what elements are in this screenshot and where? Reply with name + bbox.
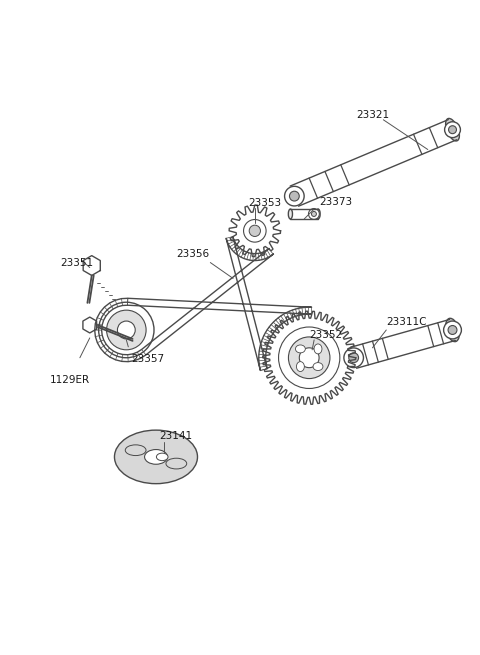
Ellipse shape [296, 345, 305, 353]
Text: 23357: 23357 [131, 354, 164, 364]
Text: 1129ER: 1129ER [50, 375, 90, 384]
Circle shape [99, 302, 154, 358]
Ellipse shape [316, 209, 320, 219]
Text: 23311C: 23311C [386, 317, 427, 327]
Circle shape [289, 191, 299, 201]
Circle shape [448, 326, 457, 335]
Ellipse shape [446, 318, 459, 342]
Ellipse shape [114, 430, 197, 483]
Circle shape [312, 212, 316, 216]
Ellipse shape [445, 119, 459, 141]
Circle shape [300, 348, 319, 367]
Circle shape [249, 225, 261, 236]
Text: 23351: 23351 [60, 257, 93, 268]
Ellipse shape [125, 445, 146, 456]
Text: 23321: 23321 [357, 110, 390, 120]
Ellipse shape [297, 362, 304, 371]
Circle shape [444, 321, 461, 339]
Text: 23373: 23373 [319, 197, 352, 207]
Text: 23352: 23352 [309, 330, 342, 340]
Circle shape [344, 348, 363, 367]
Circle shape [448, 126, 456, 134]
Ellipse shape [288, 209, 292, 219]
Circle shape [349, 353, 359, 363]
Ellipse shape [166, 458, 187, 469]
Text: 23356: 23356 [176, 249, 209, 259]
Ellipse shape [156, 453, 168, 460]
Circle shape [107, 310, 146, 350]
Circle shape [285, 186, 304, 206]
Circle shape [288, 337, 330, 379]
Circle shape [118, 321, 135, 339]
Circle shape [278, 327, 340, 388]
Ellipse shape [313, 363, 323, 371]
Ellipse shape [314, 344, 322, 354]
Circle shape [444, 122, 460, 138]
Ellipse shape [144, 449, 168, 464]
Circle shape [243, 219, 266, 242]
Text: 23141: 23141 [159, 431, 192, 441]
Circle shape [309, 208, 319, 219]
Text: 23353: 23353 [248, 198, 281, 208]
